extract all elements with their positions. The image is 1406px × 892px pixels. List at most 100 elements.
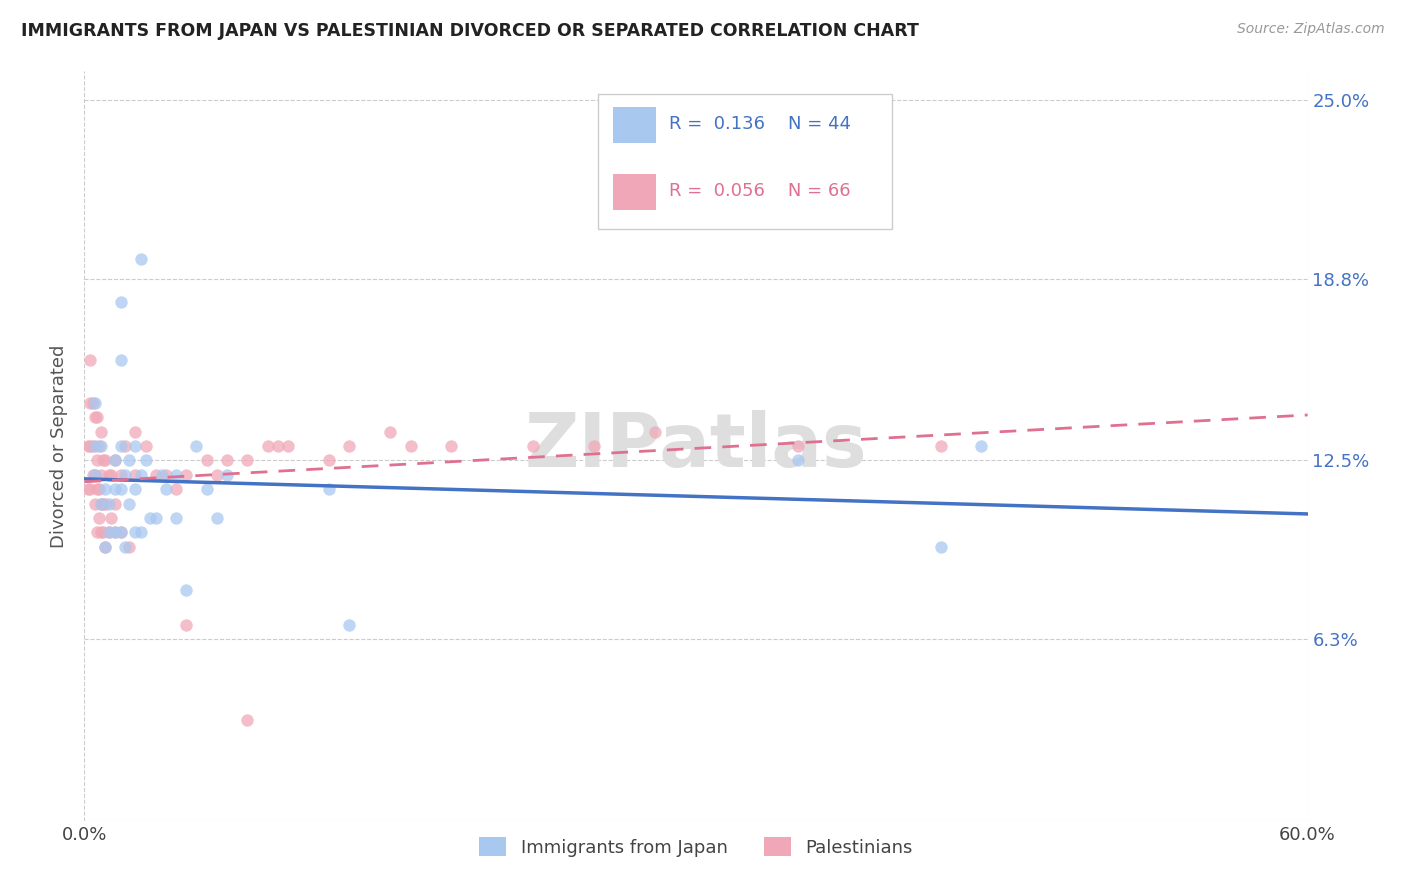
- Point: [205, 467, 228, 482]
- Point: [90, 467, 112, 482]
- Point: [236, 453, 259, 467]
- Point: [91, 525, 114, 540]
- Point: [114, 439, 136, 453]
- Point: [644, 425, 666, 439]
- Point: [97, 467, 120, 482]
- Point: [110, 525, 132, 540]
- Point: [82, 396, 104, 410]
- Point: [787, 439, 810, 453]
- Point: [118, 453, 141, 467]
- Point: [93, 482, 115, 496]
- Point: [929, 439, 952, 453]
- Point: [583, 439, 606, 453]
- Point: [124, 525, 146, 540]
- Point: [339, 439, 361, 453]
- Point: [195, 482, 218, 496]
- Point: [83, 396, 105, 410]
- Point: [90, 425, 112, 439]
- Point: [124, 467, 146, 482]
- Text: ZIPatlas: ZIPatlas: [524, 409, 868, 483]
- Point: [787, 453, 810, 467]
- Point: [165, 482, 187, 496]
- Point: [195, 453, 218, 467]
- Point: [110, 482, 132, 496]
- Point: [93, 540, 115, 554]
- Point: [522, 439, 544, 453]
- Text: Source: ZipAtlas.com: Source: ZipAtlas.com: [1237, 22, 1385, 37]
- Point: [97, 525, 120, 540]
- Point: [86, 410, 108, 425]
- Point: [100, 511, 122, 525]
- Point: [135, 453, 157, 467]
- Point: [82, 439, 104, 453]
- Point: [93, 540, 115, 554]
- Point: [124, 439, 146, 453]
- Point: [97, 497, 120, 511]
- Point: [174, 617, 197, 632]
- Point: [174, 583, 197, 598]
- Point: [217, 467, 239, 482]
- Point: [79, 482, 101, 496]
- Point: [440, 439, 463, 453]
- Point: [110, 467, 132, 482]
- Point: [339, 617, 361, 632]
- Text: IMMIGRANTS FROM JAPAN VS PALESTINIAN DIVORCED OR SEPARATED CORRELATION CHART: IMMIGRANTS FROM JAPAN VS PALESTINIAN DIV…: [21, 22, 920, 40]
- Point: [399, 439, 422, 453]
- Point: [277, 439, 299, 453]
- Point: [104, 453, 127, 467]
- Point: [86, 525, 108, 540]
- Point: [174, 467, 197, 482]
- Point: [87, 511, 110, 525]
- Point: [318, 482, 340, 496]
- Point: [87, 439, 110, 453]
- Point: [970, 439, 993, 453]
- Point: [83, 467, 105, 482]
- Point: [83, 497, 105, 511]
- Point: [79, 439, 101, 453]
- Point: [93, 453, 115, 467]
- Point: [257, 439, 280, 453]
- FancyBboxPatch shape: [613, 106, 655, 143]
- Point: [104, 453, 127, 467]
- Y-axis label: Divorced or Separated: Divorced or Separated: [51, 344, 69, 548]
- Point: [135, 439, 157, 453]
- Point: [124, 425, 146, 439]
- Point: [124, 482, 146, 496]
- FancyBboxPatch shape: [598, 94, 891, 228]
- Text: R =  0.136    N = 44: R = 0.136 N = 44: [669, 115, 851, 133]
- Point: [929, 540, 952, 554]
- Point: [186, 439, 208, 453]
- Point: [131, 525, 153, 540]
- Point: [90, 497, 112, 511]
- Point: [82, 467, 104, 482]
- Point: [104, 525, 127, 540]
- Point: [77, 439, 100, 453]
- Point: [118, 540, 141, 554]
- Point: [165, 511, 187, 525]
- Text: R =  0.056    N = 66: R = 0.056 N = 66: [669, 182, 851, 200]
- Point: [90, 525, 112, 540]
- Point: [236, 713, 259, 727]
- Point: [79, 352, 101, 367]
- Point: [217, 453, 239, 467]
- FancyBboxPatch shape: [613, 174, 655, 210]
- Point: [267, 439, 290, 453]
- Point: [83, 410, 105, 425]
- Point: [79, 396, 101, 410]
- Point: [86, 482, 108, 496]
- Point: [145, 467, 167, 482]
- Legend: Immigrants from Japan, Palestinians: Immigrants from Japan, Palestinians: [472, 830, 920, 864]
- Point: [77, 482, 100, 496]
- Point: [138, 511, 160, 525]
- Point: [165, 467, 187, 482]
- Point: [205, 511, 228, 525]
- Point: [380, 425, 402, 439]
- Point: [131, 467, 153, 482]
- Point: [104, 482, 127, 496]
- Point: [97, 525, 120, 540]
- Point: [114, 540, 136, 554]
- Point: [104, 497, 127, 511]
- Point: [87, 482, 110, 496]
- Point: [155, 482, 177, 496]
- Point: [155, 467, 177, 482]
